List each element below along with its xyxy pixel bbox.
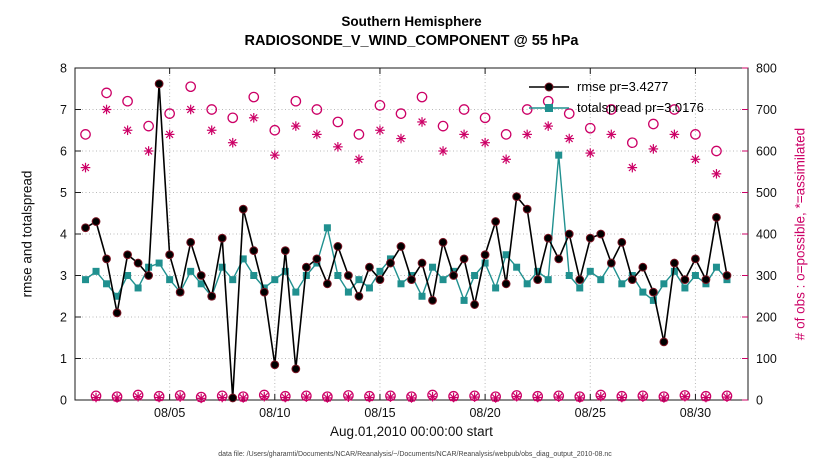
y-tick-label-right: 800 [756,62,777,76]
y-tick-label-right: 200 [756,311,777,325]
y-tick-label-left: 3 [60,269,67,283]
data-file-caption: data file: /Users/gharamti/Documents/NCA… [218,451,612,458]
x-axis-label: Aug.01,2010 00:00:00 start [330,424,493,439]
x-tick-label: 08/30 [680,406,711,420]
y-tick-label-right: 300 [756,269,777,283]
y-tick-label-left: 4 [60,228,67,242]
legend: rmse pr=3.4277 totalspread pr=3.0176 [527,76,704,118]
x-tick-label: 08/10 [259,406,290,420]
y-tick-label-left: 8 [60,62,67,76]
x-tick-label: 08/20 [469,406,500,420]
legend-item-totalspread: totalspread pr=3.0176 [527,97,704,118]
y-tick-label-right: 600 [756,145,777,159]
y-tick-label-right: 500 [756,186,777,200]
totalspread-legend-label: totalspread pr=3.0176 [577,100,704,115]
chart-title: Southern Hemisphere [341,14,482,29]
y-axis-label-left: rmse and totalspread [19,170,35,298]
totalspread-legend-marker [529,103,569,112]
possible-obs-series [80,81,733,403]
y-tick-label-right: 400 [756,228,777,242]
assimilated-obs-series [80,104,732,404]
chart-subtitle: RADIOSONDE_V_WIND_COMPONENT @ 55 hPa [244,33,579,49]
y-tick-label-right: 0 [756,394,763,408]
rmse-legend-label: rmse pr=3.4277 [577,79,669,94]
y-axis-label-right: # of obs : o=possible, *=assimilated [792,127,808,341]
y-tick-label-left: 1 [60,352,67,366]
x-tick-label: 08/25 [575,406,606,420]
y-tick-label-right: 100 [756,352,777,366]
rmse-series [81,79,732,403]
y-tick-label-left: 6 [60,145,67,159]
y-tick-label-left: 2 [60,311,67,325]
x-tick-label: 08/05 [154,406,185,420]
title-block: Southern Hemisphere RADIOSONDE_V_WIND_CO… [75,14,748,49]
y-tick-label-right: 700 [756,103,777,117]
rmse-legend-marker [529,82,569,91]
y-tick-label-left: 5 [60,186,67,200]
y-tick-label-left: 0 [60,394,67,408]
y-tick-label-left: 7 [60,103,67,117]
x-tick-label: 08/15 [364,406,395,420]
legend-item-rmse: rmse pr=3.4277 [527,76,704,97]
